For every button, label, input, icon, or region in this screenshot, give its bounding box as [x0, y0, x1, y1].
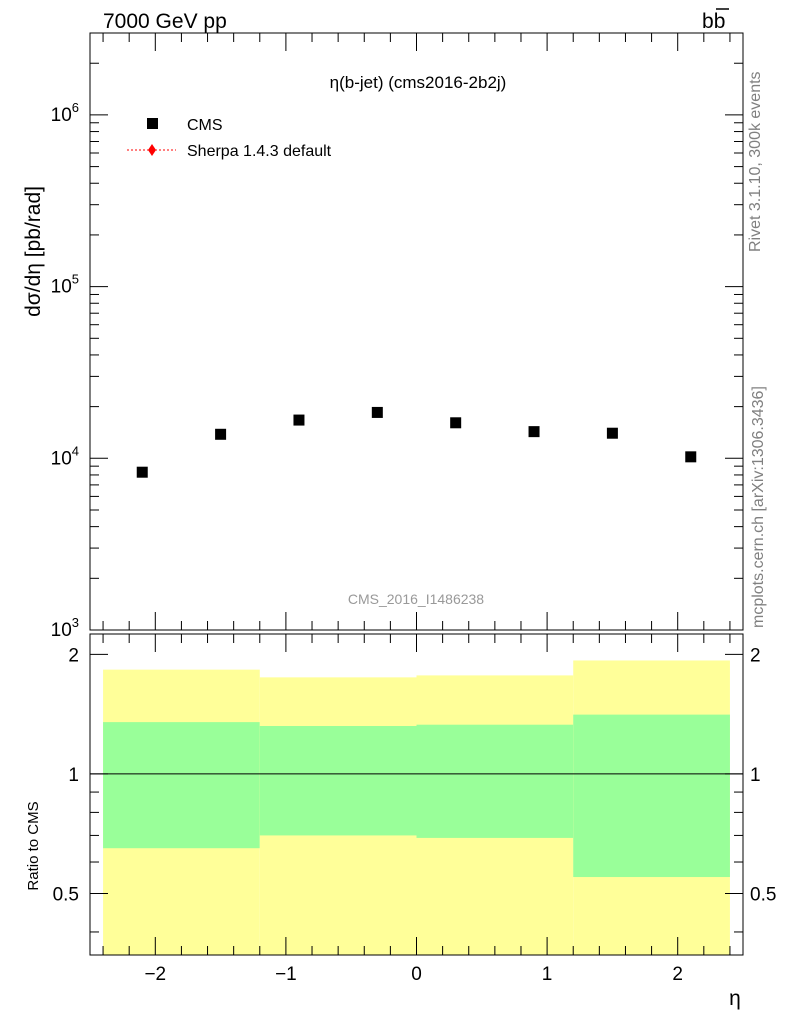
x-axis-label: η	[729, 987, 741, 1010]
mcplots-label: mcplots.cern.ch [arXiv:1306.3436]	[750, 386, 767, 628]
rivet-label: Rivet 3.1.10, 300k events	[747, 71, 764, 252]
ratio-y-axis-label: Ratio to CMS	[25, 801, 42, 890]
main-y-tick-label: 104	[51, 443, 79, 469]
x-tick-label: 1	[542, 964, 553, 985]
ratio-y-tick-label-left: 0.5	[53, 884, 79, 905]
x-tick-label: −1	[275, 964, 297, 985]
main-y-axis-label: dσ/dη [pb/rad]	[22, 186, 45, 317]
watermark: CMS_2016_I1486238	[348, 591, 484, 607]
cms-data-point	[685, 451, 697, 463]
process-label-bar: b	[714, 10, 726, 33]
ratio-y-tick-label-left: 1	[68, 765, 79, 786]
cms-data-point	[293, 414, 305, 426]
legend: CMS Sherpa 1.4.3 default	[127, 117, 332, 160]
x-tick-label: −2	[144, 964, 166, 985]
process-label: bb	[702, 10, 725, 33]
chart-title: η(b-jet) (cms2016-2b2j)	[330, 73, 507, 92]
legend-marker-cms	[147, 118, 158, 129]
ratio-y-ticks: 0.5 0.5 1 1 2 2	[53, 645, 776, 933]
inner-uncertainty-band	[103, 722, 260, 849]
ratio-panel: 0.5 0.5 1 1 2 2 −2 −1 0 1 2 Ratio to CMS η	[25, 633, 776, 1010]
x-tick-label: 0	[411, 964, 422, 985]
energy-label: 7000 GeV pp	[103, 10, 227, 33]
ratio-y-tick-label-right: 2	[750, 645, 761, 666]
main-x-ticks	[102, 33, 731, 630]
inner-uncertainty-band	[573, 714, 730, 878]
inner-uncertainty-band	[259, 725, 417, 836]
cms-data-point	[371, 406, 383, 418]
legend-marker-sherpa	[148, 144, 156, 156]
cms-data-point	[136, 466, 148, 478]
main-y-ticks: 103 104 105 106	[51, 32, 743, 641]
cms-points	[136, 406, 697, 478]
ratio-x-ticks: −2 −1 0 1 2	[102, 634, 731, 985]
ratio-y-tick-label-left: 2	[68, 645, 79, 666]
inner-uncertainty-band	[416, 724, 574, 838]
cms-data-point	[215, 428, 227, 440]
main-y-tick-label: 105	[51, 272, 79, 298]
ratio-bands	[103, 660, 730, 955]
main-y-tick-label: 106	[51, 100, 79, 126]
main-y-tick-label: 103	[51, 615, 79, 641]
ratio-y-tick-label-right: 0.5	[750, 884, 776, 905]
x-tick-label: 2	[672, 964, 683, 985]
legend-label-sherpa: Sherpa 1.4.3 default	[187, 143, 332, 160]
legend-label-cms: CMS	[187, 117, 223, 134]
cms-data-point	[606, 427, 618, 439]
main-panel: 103 104 105 106 η(b-jet) (cms2016-2b2j) CMS…	[22, 32, 744, 641]
ratio-y-tick-label-right: 1	[750, 765, 761, 786]
cms-data-point	[528, 426, 540, 438]
cms-data-point	[450, 417, 462, 429]
